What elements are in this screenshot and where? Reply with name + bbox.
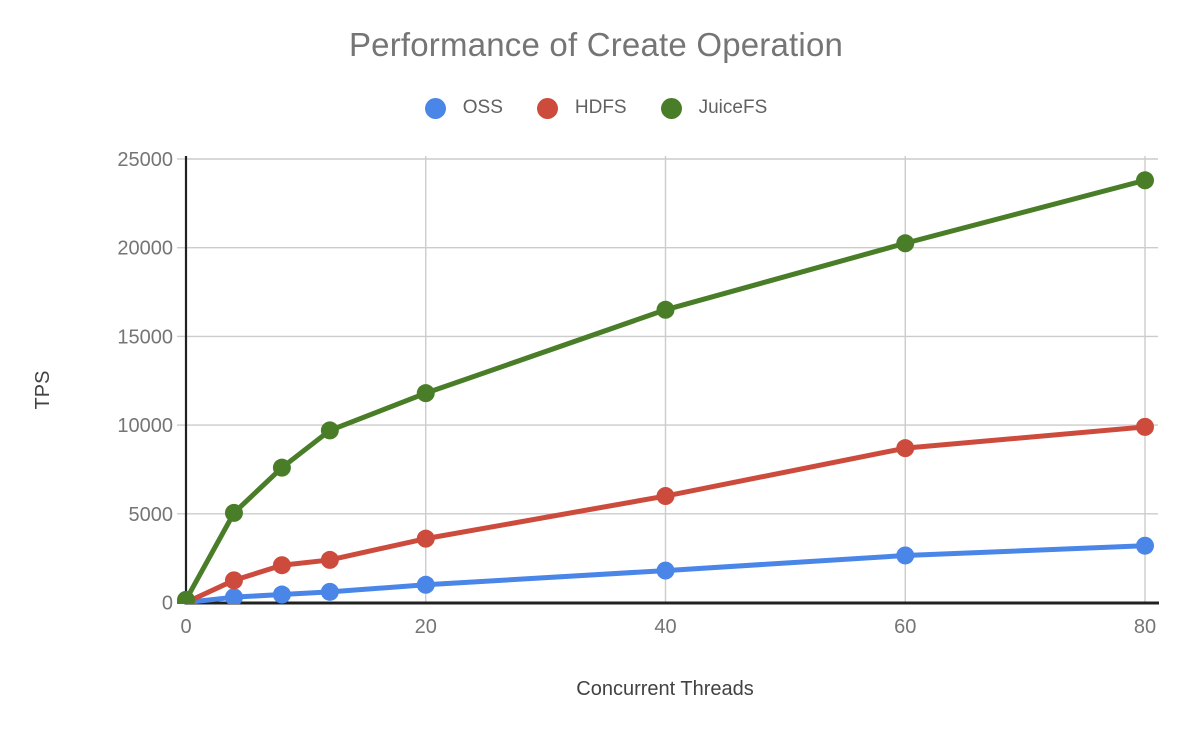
data-point-hdfs — [272, 556, 291, 575]
y-tick-label: 5000 — [129, 504, 174, 526]
series-line-juicefs — [183, 177, 1148, 603]
data-point-oss — [416, 575, 435, 594]
y-tick-label: 25000 — [117, 149, 173, 171]
series-oss — [177, 536, 1154, 604]
data-point-juicefs — [896, 234, 915, 253]
data-point-juicefs — [224, 503, 243, 522]
legend-marker-juicefs — [660, 97, 682, 119]
y-tick-label: 10000 — [117, 415, 173, 437]
gridlines — [177, 156, 1158, 604]
legend-marker-oss — [424, 97, 446, 119]
data-point-hdfs — [1136, 417, 1154, 436]
chart-legend: OSS HDFS JuiceFS — [0, 97, 1192, 119]
y-tick-label: 0 — [162, 593, 173, 615]
data-point-oss — [272, 585, 291, 604]
data-point-hdfs — [320, 550, 339, 569]
legend-marker-hdfs — [536, 97, 558, 119]
data-point-juicefs — [1136, 171, 1154, 190]
y-tick-label: 20000 — [117, 238, 173, 260]
legend-label-juicefs: JuiceFS — [698, 97, 768, 118]
x-tick-label: 60 — [894, 616, 916, 638]
legend-item-juicefs: JuiceFS — [660, 97, 768, 119]
data-point-oss — [224, 588, 243, 604]
chart-title: Performance of Create Operation — [348, 26, 844, 63]
data-point-juicefs — [656, 300, 675, 319]
x-tick-label: 40 — [654, 616, 676, 638]
y-tick-label: 15000 — [117, 326, 173, 348]
legend-item-hdfs: HDFS — [536, 97, 627, 119]
legend-label-hdfs: HDFS — [574, 97, 627, 118]
x-axis-title: Concurrent Threads — [576, 678, 754, 700]
data-point-hdfs — [416, 529, 435, 548]
data-point-juicefs — [177, 590, 195, 604]
data-point-oss — [656, 561, 675, 580]
data-point-hdfs — [656, 487, 675, 506]
series-juicefs — [177, 171, 1154, 604]
x-tick-label: 20 — [415, 616, 437, 638]
tick-labels: 0 5000 10000 15000 20000 25000 0 20 40 60 80 — [117, 149, 1156, 638]
x-tick-label: 80 — [1134, 616, 1156, 638]
data-point-oss — [1136, 536, 1154, 555]
data-point-juicefs — [416, 384, 435, 403]
legend-label-oss: OSS — [462, 97, 503, 118]
legend-item-oss: OSS — [424, 97, 503, 119]
data-point-juicefs — [272, 458, 291, 477]
data-point-hdfs — [896, 439, 915, 458]
data-point-oss — [896, 546, 915, 565]
axes — [184, 156, 1159, 605]
series-layer — [177, 171, 1154, 604]
data-point-oss — [320, 582, 339, 601]
data-point-hdfs — [224, 571, 243, 590]
data-point-juicefs — [320, 421, 339, 440]
x-tick-label: 0 — [180, 616, 191, 638]
y-axis-title: TPS — [32, 371, 54, 410]
